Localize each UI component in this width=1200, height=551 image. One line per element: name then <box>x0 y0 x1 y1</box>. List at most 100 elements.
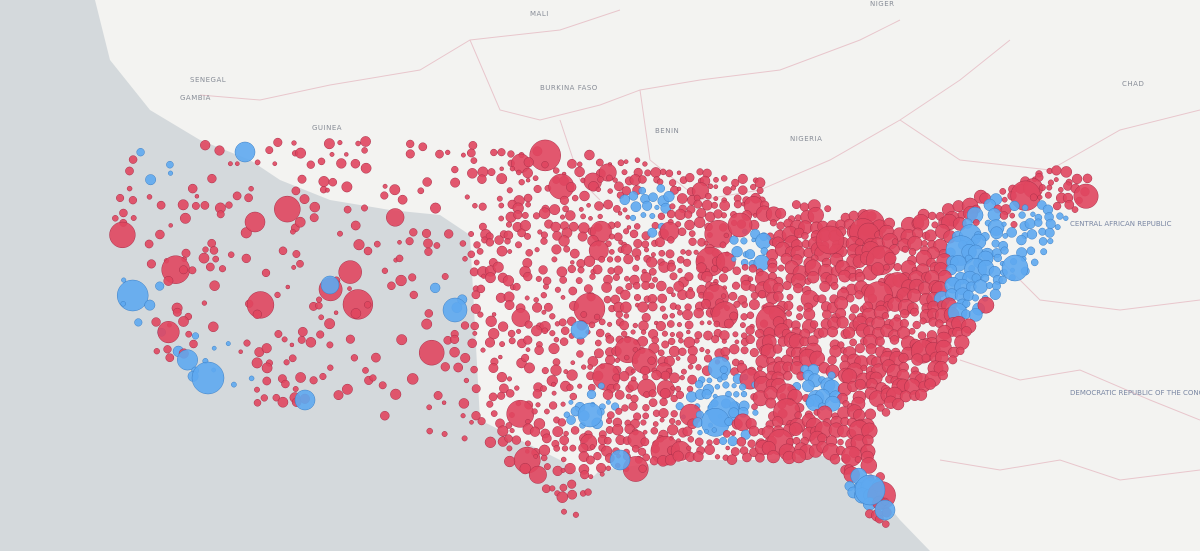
bubble <box>207 173 217 184</box>
bubble <box>782 281 792 291</box>
bubble <box>693 249 699 255</box>
bubble <box>458 398 470 409</box>
bubble <box>329 151 335 157</box>
bubble <box>700 298 712 310</box>
bubble <box>643 247 650 253</box>
bubble <box>625 214 631 220</box>
bubble <box>629 229 639 239</box>
bubble <box>380 191 389 200</box>
bubble <box>523 335 533 345</box>
bubble <box>615 407 623 415</box>
bubble <box>711 335 720 344</box>
bubble <box>277 396 289 408</box>
bubble <box>990 226 1003 240</box>
bubble <box>843 326 856 339</box>
bubble <box>559 435 570 446</box>
bubble <box>538 444 551 456</box>
bubble <box>638 464 647 473</box>
bubble <box>580 213 586 220</box>
bubble <box>1009 212 1016 219</box>
bubble <box>205 262 215 272</box>
bubble <box>576 161 583 168</box>
bubble <box>729 311 739 321</box>
bubble <box>632 322 638 329</box>
bubble <box>677 227 687 237</box>
bubble <box>660 370 671 381</box>
bubble <box>542 276 552 286</box>
bubble <box>120 301 126 307</box>
bubble <box>956 346 965 356</box>
bubble <box>472 330 478 336</box>
bubble <box>194 194 200 199</box>
bubble <box>658 408 669 419</box>
bubble <box>741 301 748 309</box>
bubble <box>991 239 1000 248</box>
bubble <box>791 200 801 210</box>
bubble <box>568 286 578 296</box>
bubble <box>827 355 837 365</box>
bubble <box>533 184 542 194</box>
bubble <box>467 338 477 349</box>
bubble <box>570 260 575 265</box>
bubble <box>464 194 470 200</box>
bubble <box>1021 204 1029 211</box>
bubble <box>801 232 809 240</box>
bubble <box>938 370 948 381</box>
bubble <box>623 313 630 319</box>
bubble <box>694 437 704 447</box>
bubble <box>676 193 688 204</box>
bubble <box>740 346 749 355</box>
bubble <box>657 293 668 304</box>
bubble <box>535 275 542 282</box>
bubble <box>819 281 831 293</box>
bubble <box>696 168 704 176</box>
bubble <box>687 374 697 385</box>
bubble <box>882 520 890 528</box>
bubble <box>666 262 676 272</box>
bubble <box>504 434 513 443</box>
bubble <box>584 149 595 161</box>
bubble <box>924 229 937 242</box>
bubble <box>128 196 138 205</box>
bubble <box>630 394 639 403</box>
bubble <box>910 307 919 317</box>
bubble <box>688 230 696 237</box>
bubble <box>650 252 656 258</box>
bubble <box>675 304 682 311</box>
bubble <box>450 177 461 188</box>
bubble <box>488 392 498 402</box>
bubble <box>711 201 718 209</box>
bubble <box>931 221 939 229</box>
bubble <box>603 199 613 210</box>
bubble <box>470 157 478 164</box>
bubble <box>612 373 621 382</box>
bubble <box>426 404 433 411</box>
bubble <box>343 205 352 214</box>
bubble <box>908 248 917 256</box>
bubble <box>740 237 748 245</box>
bubble <box>874 499 896 521</box>
bubble <box>629 214 637 221</box>
bubble <box>564 462 576 475</box>
bubble <box>912 214 930 231</box>
bubble <box>793 283 803 294</box>
bubble <box>658 249 666 257</box>
bubble <box>729 344 740 355</box>
bubble <box>854 456 862 463</box>
bubble <box>796 313 803 321</box>
bubble <box>794 214 802 222</box>
bubble <box>661 313 669 320</box>
bubble <box>496 371 508 383</box>
bubble <box>572 511 579 518</box>
bubble <box>860 457 878 474</box>
bubble <box>498 202 505 209</box>
bubble <box>992 281 1001 291</box>
bubble <box>273 137 283 147</box>
bubble <box>363 246 373 256</box>
bubble <box>696 262 707 274</box>
bubble <box>566 181 577 193</box>
bubble <box>559 214 566 220</box>
bubble <box>748 299 760 310</box>
bubble <box>289 342 295 348</box>
bubble <box>116 279 149 312</box>
